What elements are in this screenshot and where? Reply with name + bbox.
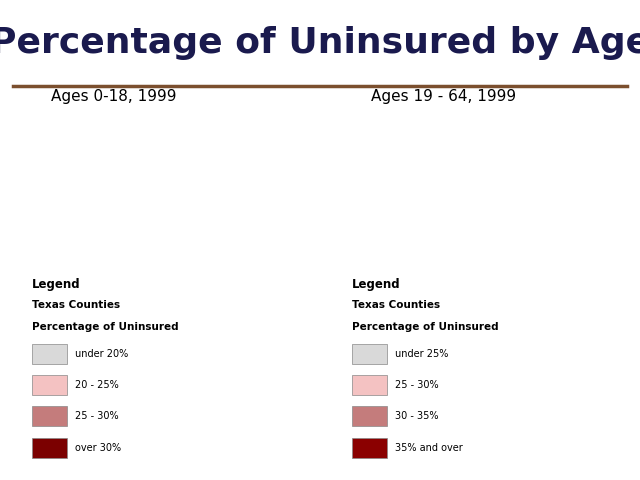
Text: Legend: Legend bbox=[32, 278, 81, 291]
Text: Texas Counties: Texas Counties bbox=[32, 300, 120, 310]
FancyBboxPatch shape bbox=[352, 344, 387, 364]
FancyBboxPatch shape bbox=[352, 406, 387, 427]
Text: 25 - 30%: 25 - 30% bbox=[395, 380, 438, 390]
Text: Percentage of Uninsured: Percentage of Uninsured bbox=[32, 322, 179, 332]
Text: under 20%: under 20% bbox=[75, 349, 128, 359]
FancyBboxPatch shape bbox=[352, 438, 387, 458]
Text: 30 - 35%: 30 - 35% bbox=[395, 411, 438, 421]
FancyBboxPatch shape bbox=[32, 406, 67, 427]
Text: 25 - 30%: 25 - 30% bbox=[75, 411, 118, 421]
Text: Ages 0-18, 1999: Ages 0-18, 1999 bbox=[51, 88, 177, 104]
FancyBboxPatch shape bbox=[32, 375, 67, 396]
Text: Texas Counties: Texas Counties bbox=[352, 300, 440, 310]
Text: over 30%: over 30% bbox=[75, 443, 121, 453]
Text: Legend: Legend bbox=[352, 278, 401, 291]
FancyBboxPatch shape bbox=[32, 344, 67, 364]
FancyBboxPatch shape bbox=[32, 438, 67, 458]
Text: Percentage of Uninsured by Age: Percentage of Uninsured by Age bbox=[0, 26, 640, 60]
Text: Percentage of Uninsured: Percentage of Uninsured bbox=[352, 322, 499, 332]
Text: 20 - 25%: 20 - 25% bbox=[75, 380, 118, 390]
Text: 35% and over: 35% and over bbox=[395, 443, 463, 453]
Text: under 25%: under 25% bbox=[395, 349, 448, 359]
Text: Ages 19 - 64, 1999: Ages 19 - 64, 1999 bbox=[371, 88, 516, 104]
FancyBboxPatch shape bbox=[352, 375, 387, 396]
